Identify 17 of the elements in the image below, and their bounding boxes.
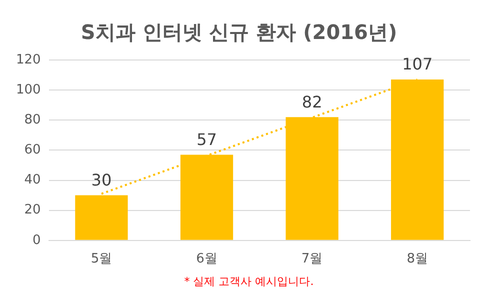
x-tick-label: 8월 <box>406 252 428 267</box>
y-tick-label: 40 <box>24 172 41 188</box>
data-label: 30 <box>91 170 112 190</box>
text: * 실제 고객사 예시입니다. <box>183 274 315 289</box>
data-label: 57 <box>196 130 217 149</box>
x-tick-label: 6월 <box>196 252 218 267</box>
y-tick-label: 60 <box>24 142 41 158</box>
chart-title: S치과 인터넷 신규 환자 (2016년) <box>80 20 398 44</box>
data-label: 82 <box>302 92 322 112</box>
x-tick-label: 5월 <box>90 252 112 267</box>
y-tick-label: 20 <box>24 202 41 218</box>
y-tick-label: 100 <box>16 82 41 98</box>
y-tick-label: 80 <box>24 112 41 128</box>
x-tick-label: 7월 <box>301 252 323 267</box>
y-tick-label: 120 <box>16 52 41 68</box>
y-tick-label: 0 <box>32 232 41 248</box>
data-label: 107 <box>402 54 433 74</box>
